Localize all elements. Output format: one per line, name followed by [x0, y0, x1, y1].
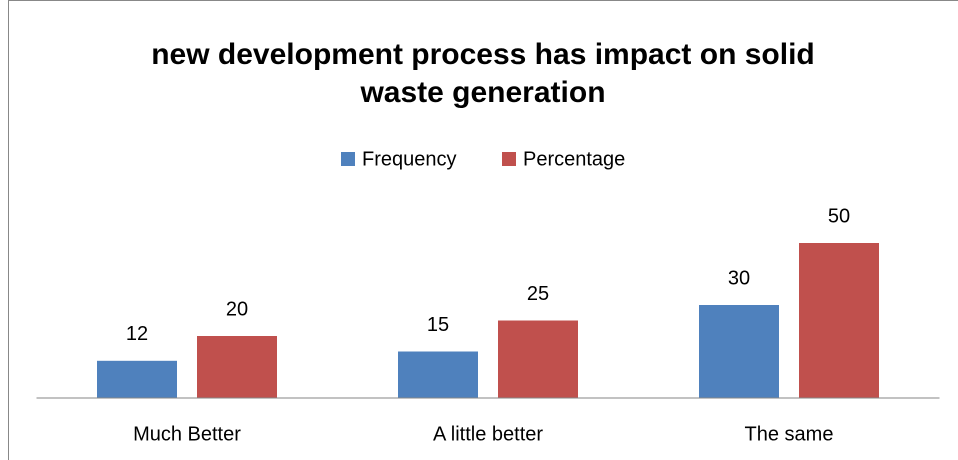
data-label: 50: [828, 205, 850, 227]
bar: [97, 360, 177, 398]
data-label: 12: [126, 323, 148, 345]
bar: [498, 320, 578, 398]
chart-border: [8, 0, 958, 460]
legend-swatch: [341, 152, 355, 166]
legend-label: Percentage: [523, 148, 625, 170]
data-label: 30: [728, 267, 750, 289]
data-label: 25: [527, 283, 549, 305]
bar: [398, 351, 478, 398]
x-tick-label: A little better: [433, 423, 543, 445]
x-tick-label: The same: [745, 423, 834, 445]
chart-title: new development process has impact on so…: [151, 38, 815, 109]
bar: [699, 305, 779, 398]
bar: [197, 336, 277, 398]
data-label: 15: [427, 314, 449, 336]
data-label: 20: [226, 298, 248, 320]
bar: [799, 243, 879, 398]
legend-swatch: [502, 152, 516, 166]
x-tick-label: Much Better: [133, 423, 241, 445]
legend-label: Frequency: [362, 148, 457, 170]
